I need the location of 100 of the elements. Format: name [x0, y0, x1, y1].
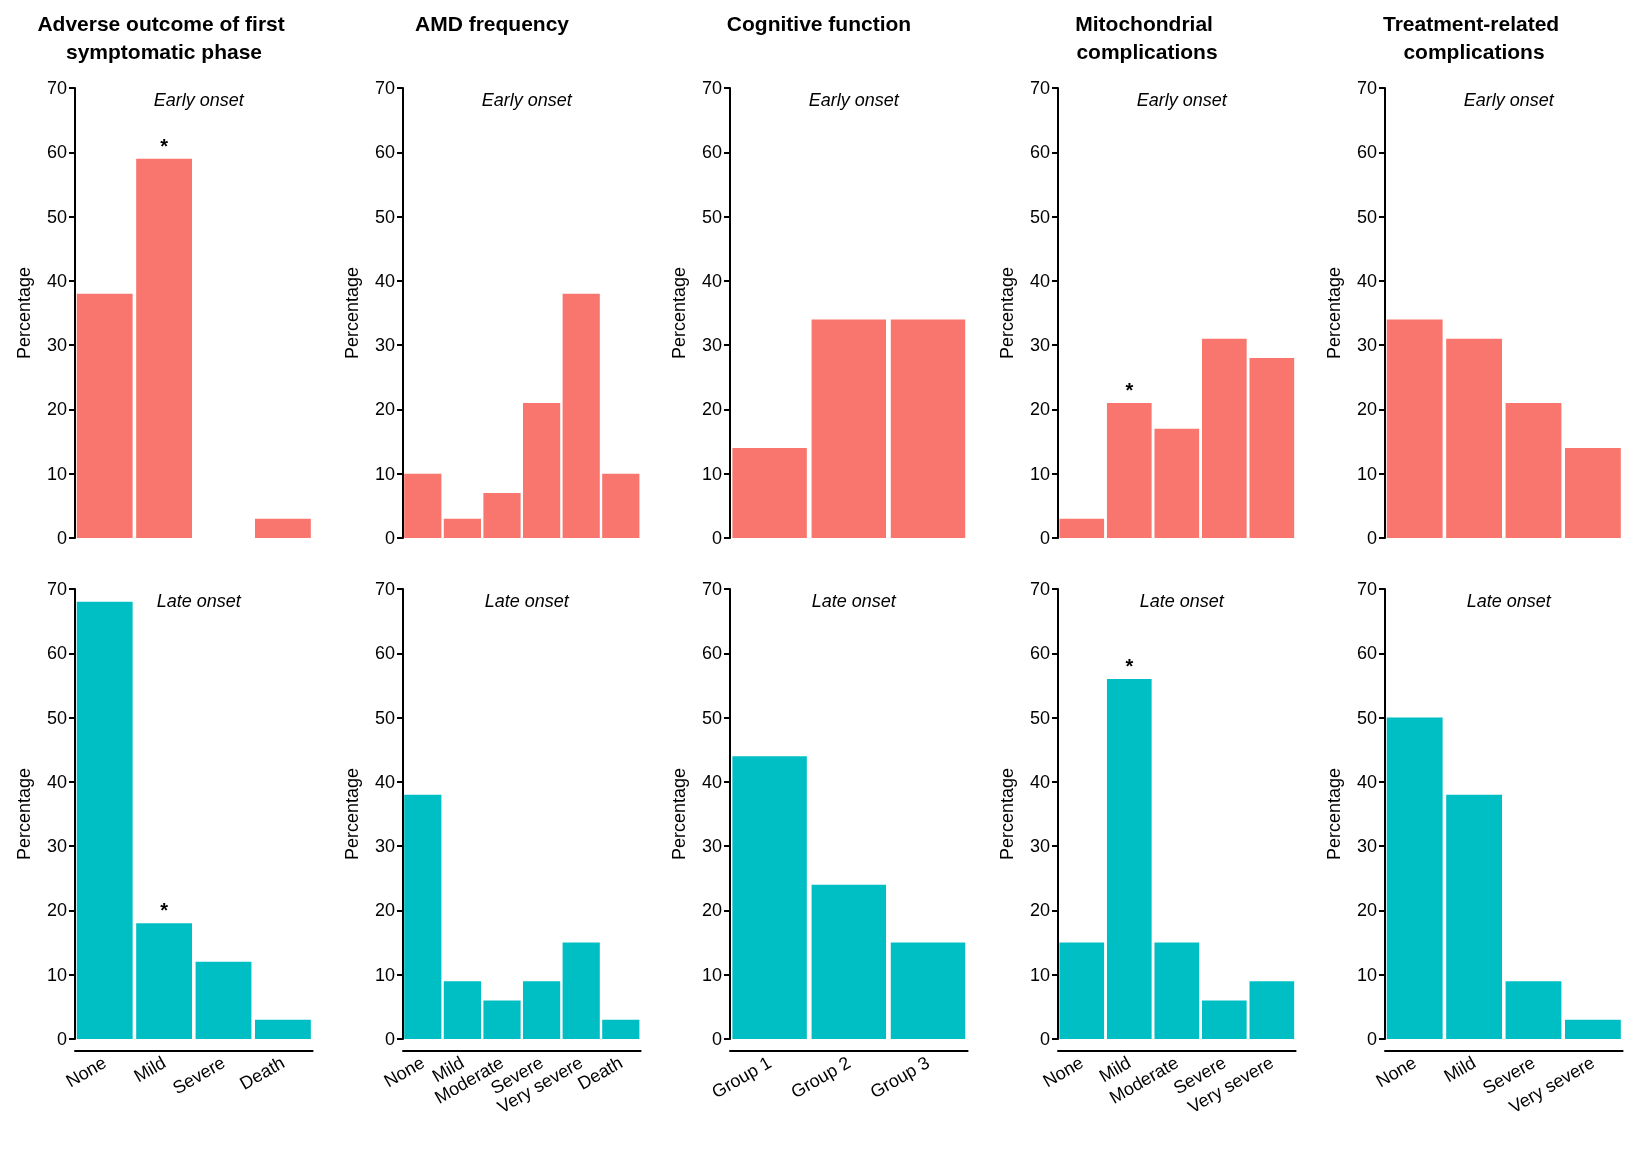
chart-subtitle: Early onset	[1464, 90, 1556, 110]
y-tick-label: 30	[46, 335, 67, 356]
y-tick-label: 10	[1357, 964, 1378, 985]
bar	[1505, 403, 1562, 538]
y-tick-label: 70	[46, 78, 67, 98]
chart-subtitle: Late onset	[484, 591, 570, 611]
y-tick-label: 50	[1357, 707, 1378, 728]
y-tick-label: 60	[1029, 643, 1050, 664]
y-tick-label: 40	[374, 270, 395, 291]
y-tick-label: 60	[1357, 643, 1378, 664]
y-tick-label: 50	[374, 707, 395, 728]
bar	[601, 1019, 640, 1039]
y-tick-label: 40	[46, 771, 67, 792]
bar	[1387, 319, 1444, 538]
y-tick-label: 60	[374, 643, 395, 664]
bar	[1387, 717, 1444, 1039]
bar	[562, 942, 600, 1039]
y-tick-label: 30	[374, 335, 395, 356]
chart-title: Adverse outcome of first symptomatic phase	[37, 11, 291, 63]
y-axis-title: Percentage	[14, 767, 34, 861]
y-tick-label: 0	[1367, 1029, 1378, 1049]
x-tick-label: Group 3	[866, 1052, 934, 1103]
annotation: *	[160, 134, 169, 157]
x-tick-label: None	[1372, 1052, 1421, 1092]
y-tick-label: 50	[702, 206, 723, 227]
bar	[403, 794, 442, 1039]
chart-subtitle: Late onset	[156, 591, 242, 611]
bar	[1505, 981, 1562, 1039]
bar	[1446, 338, 1503, 538]
y-tick-label: 50	[374, 206, 395, 227]
bar	[522, 403, 560, 538]
bar	[1565, 448, 1622, 538]
chart-subtitle: Late onset	[811, 591, 898, 611]
bar	[1106, 403, 1152, 538]
y-tick-label: 40	[702, 270, 723, 291]
y-tick-label: 40	[1357, 270, 1378, 291]
y-tick-label: 40	[1029, 771, 1050, 792]
y-tick-label: 20	[702, 399, 723, 420]
y-tick-label: 30	[1357, 836, 1378, 857]
bar	[136, 923, 193, 1039]
chart-subtitle: Early onset	[1136, 90, 1228, 110]
bar	[1154, 428, 1199, 538]
bar	[136, 158, 193, 538]
y-axis-title: Percentage	[669, 266, 690, 360]
y-tick-label: 0	[384, 528, 395, 548]
y-tick-label: 0	[384, 1029, 395, 1049]
bar	[1106, 679, 1152, 1039]
annotation: *	[160, 899, 169, 922]
y-tick-label: 60	[46, 142, 67, 163]
y-tick-label: 50	[1029, 206, 1050, 227]
bar	[1565, 1019, 1622, 1039]
y-axis-title: Percentage	[669, 767, 690, 861]
bar	[195, 961, 252, 1039]
bar	[482, 493, 521, 538]
y-axis-title: Percentage	[341, 767, 362, 861]
y-tick-label: 60	[1357, 142, 1378, 163]
chart-title: Treatment-related complications	[1383, 11, 1566, 63]
x-tick-label: Mild	[130, 1052, 170, 1087]
y-tick-label: 50	[1029, 707, 1050, 728]
bar	[1201, 1000, 1247, 1039]
y-tick-label: 30	[374, 836, 395, 857]
y-tick-label: 70	[46, 579, 67, 599]
y-axis-title: Percentage	[14, 266, 34, 360]
y-tick-label: 0	[712, 528, 723, 548]
y-tick-label: 20	[1357, 399, 1378, 420]
bar	[562, 293, 600, 538]
bar	[890, 942, 966, 1039]
bar	[1446, 794, 1503, 1039]
y-tick-label: 20	[702, 900, 723, 921]
bar	[1059, 942, 1104, 1039]
chart-title: AMD frequency	[414, 11, 569, 35]
bar	[1059, 518, 1104, 538]
y-tick-label: 60	[702, 142, 723, 163]
y-tick-label: 70	[1029, 579, 1050, 599]
chart-subtitle: Early onset	[808, 90, 901, 110]
y-tick-label: 0	[1039, 1029, 1050, 1049]
y-tick-label: 50	[46, 206, 67, 227]
y-tick-label: 20	[374, 399, 395, 420]
y-axis-title: Percentage	[1324, 767, 1345, 861]
bar	[522, 981, 560, 1039]
y-tick-label: 70	[1357, 579, 1378, 599]
chart-subtitle: Late onset	[1467, 591, 1553, 611]
y-tick-label: 30	[702, 335, 723, 356]
x-tick-label: None	[62, 1052, 110, 1092]
y-tick-label: 50	[46, 707, 67, 728]
bar	[811, 884, 887, 1039]
x-tick-label: Group 1	[708, 1052, 775, 1103]
y-tick-label: 40	[702, 771, 723, 792]
y-tick-label: 40	[1029, 270, 1050, 291]
y-tick-label: 70	[374, 78, 395, 98]
y-tick-label: 50	[1357, 206, 1378, 227]
y-axis-title: Percentage	[996, 266, 1017, 360]
y-axis-title: Percentage	[341, 266, 362, 360]
y-tick-label: 10	[1357, 463, 1378, 484]
y-tick-label: 60	[374, 142, 395, 163]
bar	[732, 756, 808, 1039]
y-tick-label: 30	[702, 836, 723, 857]
y-tick-label: 20	[1029, 399, 1050, 420]
y-tick-label: 20	[1357, 900, 1378, 921]
y-tick-label: 30	[1029, 836, 1050, 857]
